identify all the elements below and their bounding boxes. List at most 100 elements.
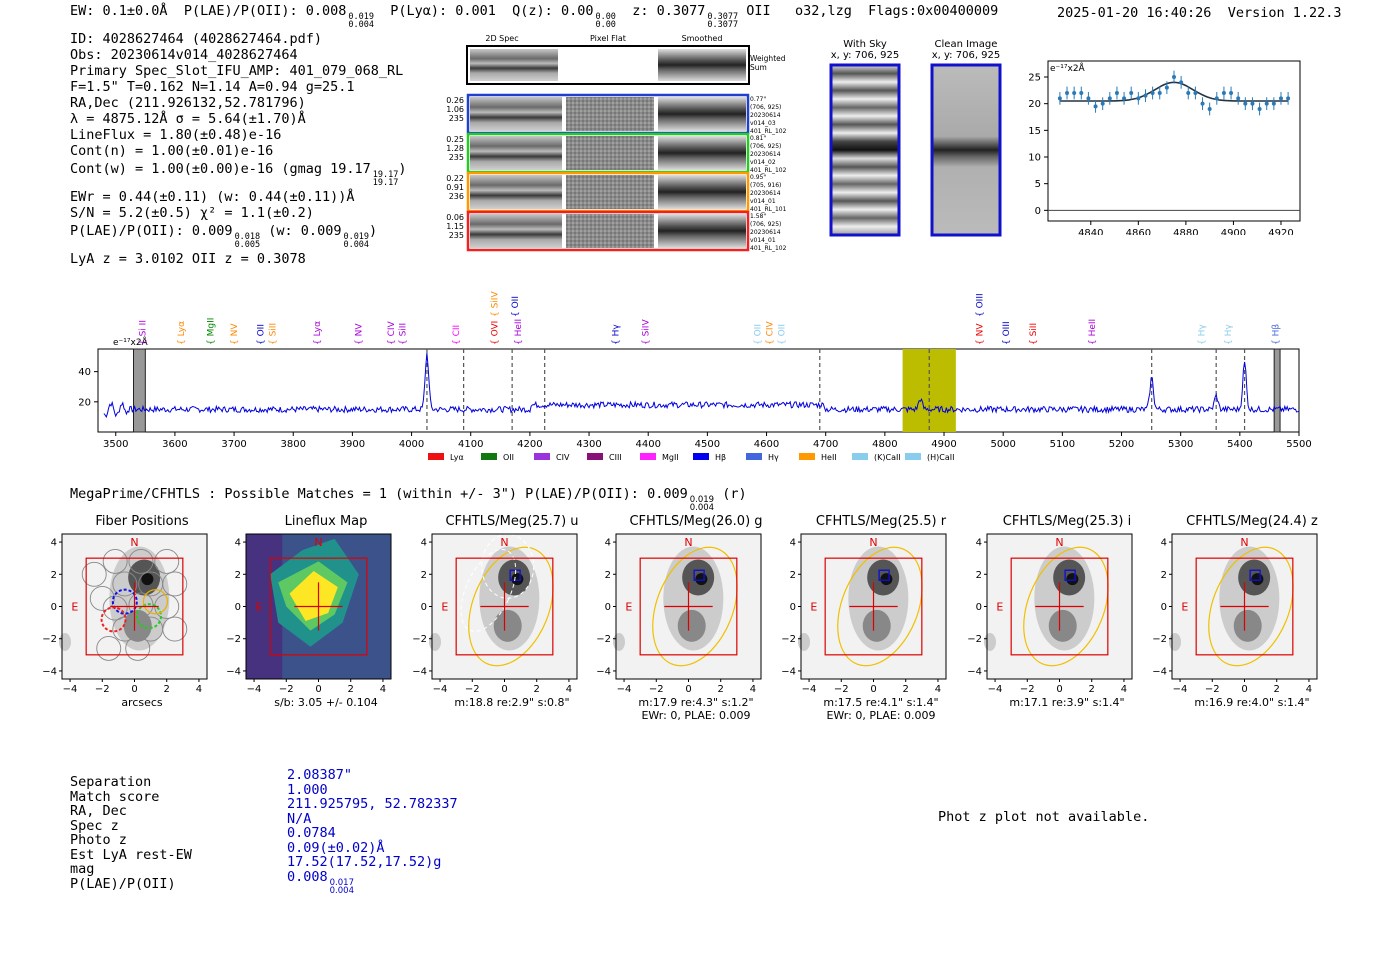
table-value: 0.09(±0.02)Å bbox=[287, 839, 385, 856]
spec-xtick-label: 4000 bbox=[399, 439, 424, 450]
panel-ytick-label: 4 bbox=[235, 538, 241, 549]
east-label: E bbox=[625, 601, 632, 614]
cutout-2d-spec bbox=[470, 97, 562, 131]
cutout-meta: 20230614 bbox=[750, 151, 781, 158]
panel-ytick-label: −4 bbox=[412, 666, 427, 677]
zoom-data-point bbox=[1136, 96, 1141, 101]
panel-xtick-label: −4 bbox=[617, 684, 632, 695]
weighted-sum-row: Weighted Sum bbox=[466, 45, 786, 85]
spec-xtick-label: 3500 bbox=[103, 439, 128, 450]
cutout-stat: 235 bbox=[449, 153, 464, 162]
zoom-axes-frame bbox=[1047, 60, 1301, 222]
panel-image: N E −4 −4 −2 −2 0 0 2 2 4 4 bbox=[781, 533, 947, 695]
info-plae-w-lo: 0.004 bbox=[343, 240, 370, 250]
fiber-circle-primary bbox=[111, 588, 138, 615]
info-plae: P(LAE)/P(OII): 0.009 bbox=[70, 223, 233, 239]
spec-xtick-label: 4400 bbox=[635, 439, 660, 450]
panel-ytick-label: 4 bbox=[421, 538, 427, 549]
field-source bbox=[59, 632, 71, 651]
cutout-meta: 0.81" bbox=[750, 135, 766, 142]
info-plae-row: P(LAE)/P(OII): 0.009 0.018 0.005 (w: 0.009… bbox=[70, 223, 378, 250]
col-label-2d: 2D Spec bbox=[485, 34, 518, 43]
cutout-meta: (706, 925) bbox=[750, 104, 781, 111]
east-label: E bbox=[441, 601, 448, 614]
field-source bbox=[429, 632, 441, 651]
cutout-stat: 236 bbox=[449, 192, 464, 201]
panel-xtick-label: −2 bbox=[1205, 684, 1220, 695]
table-value: N/A bbox=[287, 810, 312, 827]
match-headline: MegaPrime/CFHTLS : Possible Matches = 1 … bbox=[70, 486, 747, 512]
match-table-labels: Separation Match score RA, Dec Spec z Ph… bbox=[70, 775, 192, 891]
panel-xtick-label: 2 bbox=[903, 684, 909, 695]
north-label: N bbox=[130, 536, 138, 549]
fiber-circle bbox=[162, 571, 188, 597]
search-box bbox=[1195, 557, 1294, 656]
panel-ytick-label: −4 bbox=[42, 666, 57, 677]
cutout-stat: 0.22 bbox=[446, 174, 464, 183]
spec-flux-curve bbox=[103, 352, 1300, 419]
panel-ytick-label: 0 bbox=[421, 602, 427, 613]
table-label: Spec z bbox=[70, 817, 119, 834]
spec-xtick-label: 5300 bbox=[1168, 439, 1193, 450]
galaxy-core-2 bbox=[493, 609, 522, 642]
aperture-ellipse bbox=[1208, 546, 1294, 667]
spec-legend-swatch bbox=[534, 453, 550, 460]
weighted-label: Weighted bbox=[750, 54, 786, 63]
spec-legend-label: MgII bbox=[662, 453, 679, 462]
info-plae-lo: 0.005 bbox=[234, 240, 261, 250]
spec-xtick-label: 3600 bbox=[162, 439, 187, 450]
header-plae: P(LAE)/P(OII): 0.008 bbox=[183, 3, 347, 19]
spec-line-label: { SiII bbox=[399, 323, 409, 345]
cutout-stat: 235 bbox=[449, 231, 464, 240]
cutout-meta: 0.77" bbox=[750, 96, 766, 103]
zoom-ytick-label: 5 bbox=[1035, 179, 1041, 190]
spec-line-label: { OII bbox=[511, 296, 521, 317]
table-value-plae-row: 0.008 0.017 0.004 bbox=[287, 869, 458, 895]
panel-ytick-label: 4 bbox=[976, 538, 982, 549]
spec-line-label: { Lyα bbox=[313, 321, 323, 345]
panel-ytick-label: 4 bbox=[790, 538, 796, 549]
zoom-data-point bbox=[1179, 80, 1184, 85]
spec-legend-swatch bbox=[428, 453, 444, 460]
clean-title: Clean Image bbox=[934, 39, 998, 50]
header-qz-lo: 0.00 bbox=[595, 20, 616, 30]
header-version: Version 1.22.3 bbox=[1227, 5, 1342, 21]
cutout-stat: 0.06 bbox=[446, 213, 464, 222]
galaxy-core-2 bbox=[1048, 609, 1077, 642]
zoom-data-point bbox=[1278, 96, 1283, 101]
panel-title: CFHTLS/Meg(26.0) g bbox=[629, 514, 763, 529]
cutout-meta: 401_RL_102 bbox=[750, 167, 787, 174]
header-z-lo: 0.3077 bbox=[707, 20, 739, 30]
panel-caption: m:17.9 re:4.3" s:1.2" EWr: 0, PLAE: 0.009 bbox=[606, 696, 786, 722]
panel-xtick-label: 4 bbox=[935, 684, 941, 695]
search-box bbox=[455, 557, 554, 656]
with-sky-caption: With Sky x, y: 706, 925 bbox=[830, 39, 900, 61]
spec-legend-swatch bbox=[481, 453, 497, 460]
header-ew: EW: 0.1±0.0Å bbox=[70, 3, 168, 19]
zoom-data-point bbox=[1122, 96, 1127, 101]
spec-legend-label: Lyα bbox=[450, 453, 464, 462]
north-label: N bbox=[500, 536, 508, 549]
spec-legend-label: Hγ bbox=[768, 453, 779, 462]
spec-xtick-label: 5200 bbox=[1109, 439, 1134, 450]
north-label: N bbox=[314, 536, 322, 549]
table-label: RA, Dec bbox=[70, 803, 127, 819]
zoom-data-point bbox=[1072, 91, 1077, 95]
cutout-meta: 1.58" bbox=[750, 213, 766, 220]
spec-line-label: { Hγ bbox=[612, 324, 622, 345]
header-flags: Flags:0x00400009 bbox=[868, 3, 999, 19]
table-label: Separation bbox=[70, 774, 152, 790]
info-sn: S/N = 5.2(±0.5) χ² = 1.1(±0.2) bbox=[70, 205, 314, 221]
zoom-data-point bbox=[1057, 96, 1062, 101]
panel-ytick-label: 4 bbox=[1161, 538, 1167, 549]
spec-line-label: { NV bbox=[230, 323, 240, 345]
panel-xtick-label: −2 bbox=[834, 684, 849, 695]
cutout-row-frame bbox=[466, 210, 750, 252]
zoom-data-point bbox=[1086, 96, 1091, 101]
panel-title: CFHTLS/Meg(25.3) i bbox=[1002, 514, 1132, 529]
header-plae-hi: 0.019 bbox=[348, 12, 374, 22]
spec-xtick-label: 4200 bbox=[517, 439, 542, 450]
galaxy-nucleus bbox=[141, 573, 154, 586]
cutout-meta: v014_01 bbox=[750, 198, 776, 205]
